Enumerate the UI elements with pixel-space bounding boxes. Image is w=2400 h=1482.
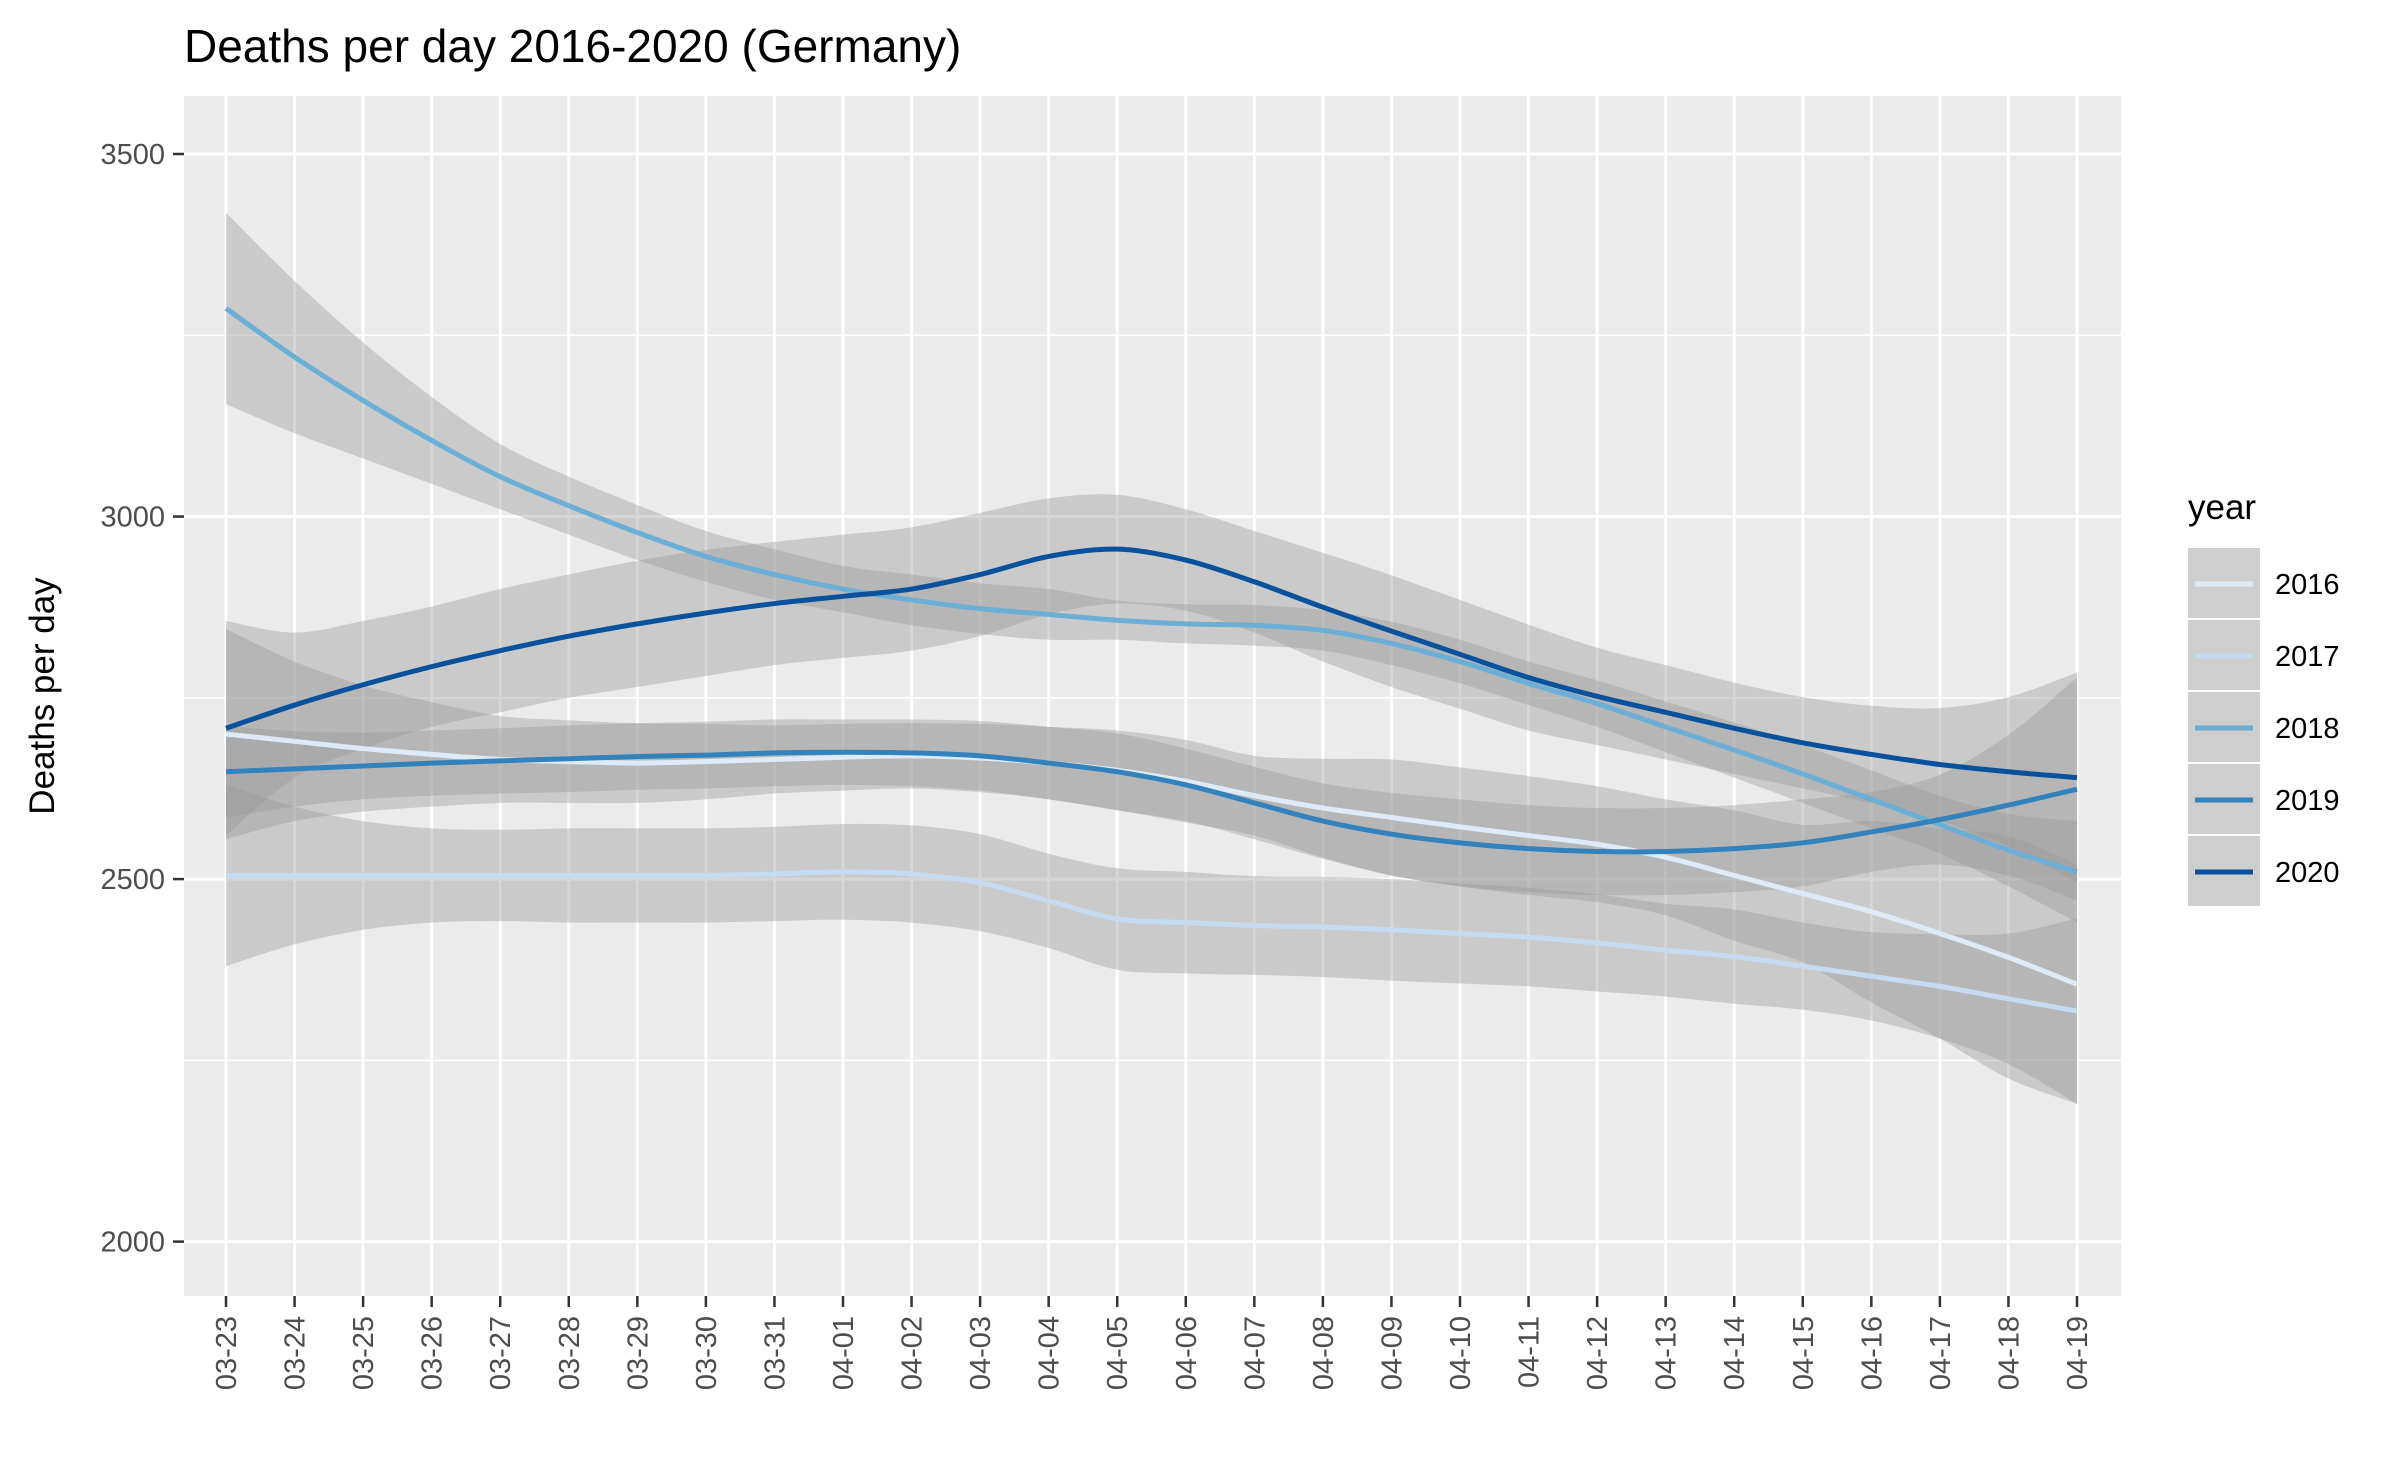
confidence-band-2016 <box>226 628 2077 1104</box>
confidence-band-2020 <box>226 494 2077 883</box>
legend-label: 2016 <box>2275 569 2340 601</box>
panel-background <box>184 96 2121 1296</box>
legend-title: year <box>2188 488 2256 527</box>
x-tick-label: 04-12 <box>1582 1316 1614 1390</box>
legend-item-2018: 2018 <box>2188 692 2340 762</box>
x-tick-label: 04-06 <box>1171 1316 1203 1390</box>
series-lines <box>224 306 2078 1014</box>
x-tick-label: 04-02 <box>897 1316 929 1390</box>
x-tick-label: 03-30 <box>691 1316 723 1390</box>
series-line-2019 <box>225 749 2078 855</box>
series-line-2020 <box>225 546 2078 781</box>
legend-item-2017: 2017 <box>2188 620 2340 690</box>
x-tick-label: 03-31 <box>759 1316 791 1390</box>
x-tick-label: 04-03 <box>965 1316 997 1390</box>
y-axis-label: Deaths per day <box>23 577 62 815</box>
x-tick-label: 04-18 <box>1993 1316 2025 1390</box>
y-tick-label: 3500 <box>100 139 165 171</box>
grid-lines <box>184 96 2121 1296</box>
x-tick-label: 04-10 <box>1445 1316 1477 1390</box>
legend-item-2020: 2020 <box>2188 836 2340 906</box>
x-tick-label: 04-08 <box>1308 1316 1340 1390</box>
y-axis: 2000 2500 3000 3500 <box>100 139 184 1259</box>
legend: year 2016 2017 2018 2019 2020 <box>2188 488 2340 906</box>
x-tick-label: 03-28 <box>554 1316 586 1390</box>
x-tick-label: 04-11 <box>1514 1316 1546 1388</box>
legend-label: 2020 <box>2275 857 2340 889</box>
series-line-2017 <box>226 869 2078 1014</box>
legend-label: 2019 <box>2275 785 2340 817</box>
legend-item-2016: 2016 <box>2188 548 2340 618</box>
x-tick-label: 03-23 <box>211 1316 243 1390</box>
x-tick-label: 03-29 <box>622 1316 654 1390</box>
x-tick-label: 03-26 <box>417 1316 449 1390</box>
y-tick-label: 2000 <box>100 1227 165 1259</box>
x-tick-label: 04-04 <box>1034 1316 1066 1390</box>
plot-panel <box>184 96 2121 1296</box>
legend-label: 2017 <box>2275 641 2340 673</box>
x-tick-label: 04-09 <box>1376 1316 1408 1390</box>
legend-item-2019: 2019 <box>2188 764 2340 834</box>
series-line-2018 <box>224 306 2078 875</box>
x-tick-label: 04-16 <box>1856 1316 1888 1390</box>
x-tick-label: 04-17 <box>1925 1316 1957 1390</box>
chart-title: Deaths per day 2016-2020 (Germany) <box>184 20 961 72</box>
x-tick-label: 03-24 <box>280 1316 312 1390</box>
confidence-band-2017 <box>226 784 2077 1104</box>
x-tick-label: 04-01 <box>828 1316 860 1390</box>
x-tick-label: 04-05 <box>1102 1316 1134 1390</box>
y-tick-label: 3000 <box>100 502 165 534</box>
x-tick-label: 03-27 <box>485 1316 517 1390</box>
x-tick-label: 04-19 <box>2062 1316 2094 1390</box>
y-tick-label: 2500 <box>100 864 165 896</box>
x-tick-label: 04-13 <box>1651 1316 1683 1390</box>
legend-label: 2018 <box>2275 713 2340 745</box>
x-tick-label: 04-07 <box>1239 1316 1271 1390</box>
x-tick-label: 04-15 <box>1788 1316 1820 1390</box>
x-tick-label: 03-25 <box>348 1316 380 1390</box>
x-axis: 03-23 03-24 03-25 03-26 03-27 03-28 03-29 03-30… <box>211 1296 2094 1390</box>
x-tick-label: 04-14 <box>1719 1316 1751 1390</box>
